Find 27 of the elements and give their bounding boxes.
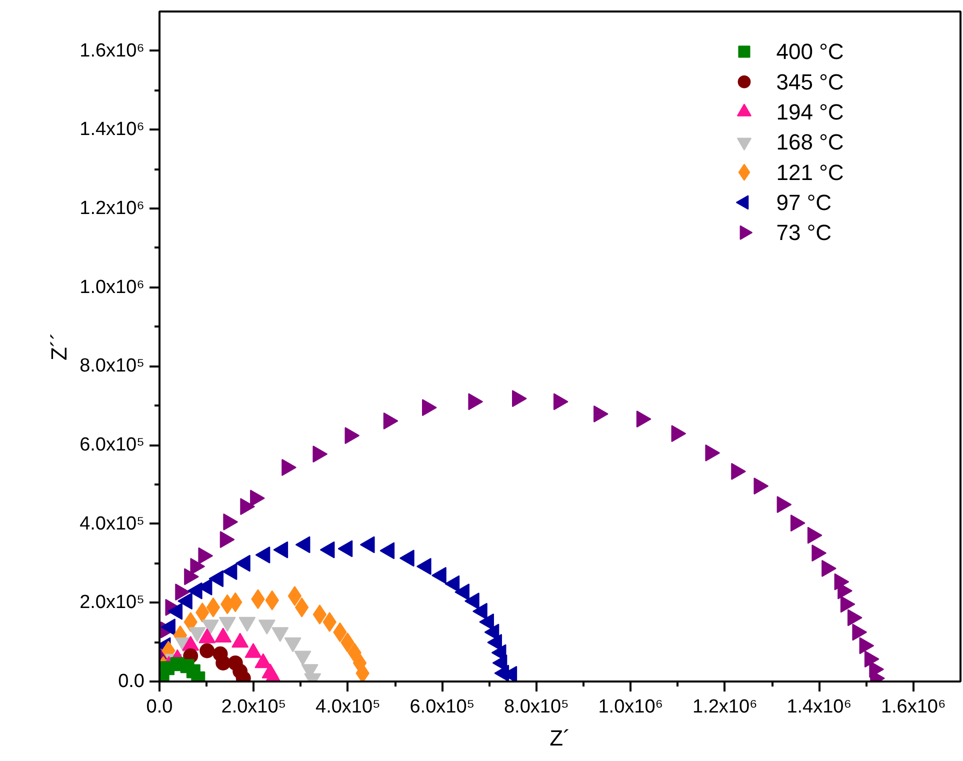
y-tick-label: 1.2x10⁶ xyxy=(80,198,145,220)
x-tick-label: 1.0x10⁶ xyxy=(598,696,664,718)
x-tick-label: 8.0x10⁵ xyxy=(504,696,569,718)
x-tick-label: 1.2x10⁶ xyxy=(692,696,758,718)
legend-label: 168 °C xyxy=(776,130,844,155)
y-tick-label: 1.6x10⁶ xyxy=(80,40,145,62)
legend-label: 97 °C xyxy=(776,190,832,215)
x-axis-title: Z´ xyxy=(550,726,570,750)
legend-label: 121 °C xyxy=(776,160,844,185)
y-tick-label: 2.0x10⁵ xyxy=(80,592,145,614)
legend-label: 73 °C xyxy=(776,220,832,246)
y-tick-label: 8.0x10⁵ xyxy=(80,356,145,377)
legend-label: 345 °C xyxy=(776,69,844,94)
y-tick-label: 0.0 xyxy=(118,671,145,692)
legend-label: 400 °C xyxy=(776,39,844,64)
y-tick-label: 1.0x10⁶ xyxy=(80,276,145,298)
x-tick-label: 1.4x10⁶ xyxy=(786,696,852,718)
y-tick-label: 1.4x10⁶ xyxy=(80,119,145,140)
x-tick-label: 4.0x10⁵ xyxy=(316,696,380,718)
legend-label: 194 °C xyxy=(776,100,844,124)
x-tick-label: 0.0 xyxy=(146,696,173,718)
y-axis-title: Z´´ xyxy=(46,332,72,361)
x-tick-label: 2.0x10⁵ xyxy=(221,696,286,718)
x-tick-label: 1.6x10⁶ xyxy=(880,696,946,718)
x-tick-label: 6.0x10⁵ xyxy=(410,696,475,718)
y-tick-label: 4.0x10⁵ xyxy=(80,513,145,534)
y-tick-label: 6.0x10⁵ xyxy=(80,434,145,456)
